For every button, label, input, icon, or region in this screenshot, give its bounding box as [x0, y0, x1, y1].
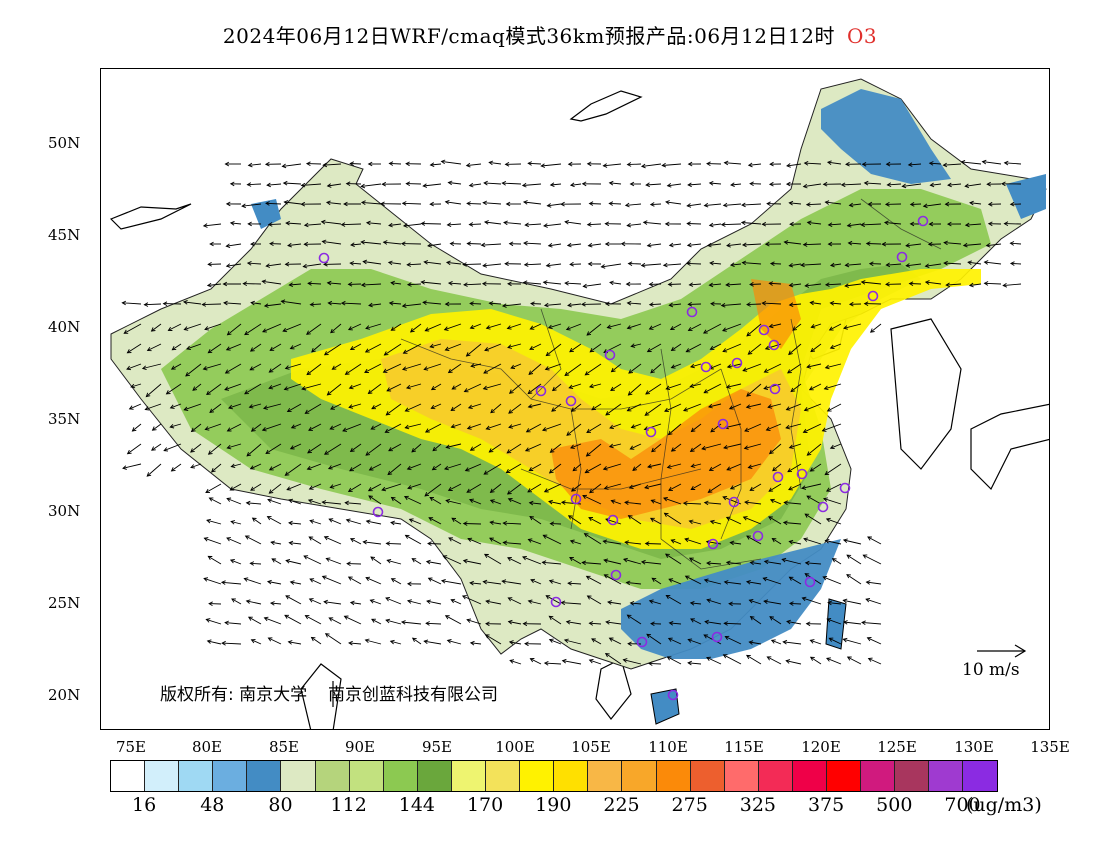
lon-label-90e: 90E — [344, 738, 376, 756]
species-label: O3 — [846, 24, 878, 48]
colorbar-cell — [486, 761, 521, 791]
lon-label-125e: 125E — [877, 738, 917, 756]
colorbar-unit: (ug/m3) — [966, 794, 1042, 816]
colorbar-label: 144 — [398, 794, 436, 816]
colorbar-cell — [963, 761, 998, 791]
colorbar-cell — [451, 761, 487, 791]
colorbar-cell — [588, 761, 623, 791]
japan-coast — [970, 403, 1049, 491]
colorbar-cell — [111, 761, 146, 791]
colorbar-cell — [792, 761, 827, 791]
wind-reference-arrow — [977, 644, 1027, 658]
colorbar-cell — [554, 761, 589, 791]
lat-label-50n: 50N — [48, 134, 81, 152]
city-markers — [318, 215, 929, 701]
colorbar-cell — [895, 761, 930, 791]
lon-label-105e: 105E — [571, 738, 611, 756]
blue-zone-west — [251, 199, 281, 229]
colorbar-label: 375 — [807, 794, 845, 816]
colorbar-label: 500 — [876, 794, 913, 816]
colorbar-cell — [758, 761, 793, 791]
coastline-north — [569, 90, 643, 122]
colorbar-cell — [861, 761, 896, 791]
colorbar-label: 190 — [535, 794, 572, 816]
hainan — [650, 688, 680, 725]
copyright-org2: 南京创蓝科技有限公司 — [327, 685, 498, 705]
blue-zone-south — [621, 539, 841, 659]
colorbar-cell — [724, 761, 759, 791]
wind-vectors — [121, 159, 1022, 666]
colorbar-cell — [520, 761, 555, 791]
colorbar-cell — [247, 761, 282, 791]
colorbar-label: 48 — [200, 794, 225, 816]
colorbar-label: 700 — [944, 794, 981, 816]
lon-label-85e: 85E — [268, 738, 300, 756]
lat-label-30n: 30N — [48, 502, 81, 520]
ozone-map-canvas — [109, 78, 1049, 729]
lat-label-45n: 45N — [48, 226, 81, 244]
colorbar-cell — [417, 761, 452, 791]
orange-zone-north — [751, 279, 801, 349]
coastline-west — [109, 203, 192, 230]
colorbar-label: 80 — [268, 794, 293, 816]
colorbar-label: 225 — [603, 794, 640, 816]
lon-label-80e: 80E — [191, 738, 223, 756]
lon-label-115e: 115E — [724, 738, 764, 756]
lon-label-130e: 130E — [954, 738, 994, 756]
copyright-org1: 南京大学 — [239, 685, 308, 705]
copyright-text: 版权所有: 南京大学 南京创蓝科技有限公司 — [160, 680, 498, 705]
lon-label-135e: 135E — [1030, 738, 1070, 756]
colorbar-label: 170 — [466, 794, 504, 816]
colorbar-cell — [213, 761, 248, 791]
colorbar-cell — [929, 761, 964, 791]
colorbar — [110, 760, 999, 792]
lat-label-20n: 20N — [48, 686, 81, 704]
colorbar-cell — [383, 761, 418, 791]
blue-zone-northeast — [821, 89, 951, 184]
colorbar-cell — [145, 761, 180, 791]
colorbar-cell — [315, 761, 350, 791]
copyright-prefix: 版权所有: — [160, 685, 234, 705]
colorbar-cell — [622, 761, 657, 791]
lat-label-40n: 40N — [48, 318, 81, 336]
colorbar-label: 112 — [330, 794, 367, 816]
colorbar-label: 325 — [739, 794, 777, 816]
map-frame — [100, 68, 1050, 730]
lon-label-95e: 95E — [421, 738, 453, 756]
lon-label-75e: 75E — [115, 738, 147, 756]
colorbar-label: 16 — [132, 794, 157, 816]
korea-coast — [890, 318, 962, 470]
colorbar-cell — [179, 761, 214, 791]
lat-label-25n: 25N — [48, 594, 81, 612]
south-asia-coast — [300, 663, 342, 729]
lon-label-100e: 100E — [495, 738, 535, 756]
colorbar-cell — [281, 761, 316, 791]
wind-reference-label: 10 m/s — [962, 660, 1020, 680]
colorbar-cell — [690, 761, 725, 791]
colorbar-cell — [826, 761, 862, 791]
lat-label-35n: 35N — [48, 410, 81, 428]
colorbar-cell — [349, 761, 384, 791]
yellow-zone — [291, 269, 981, 549]
indochina-coast — [595, 658, 632, 720]
taiwan — [825, 598, 847, 650]
colorbar-cell — [656, 761, 691, 791]
blue-zone-east — [1006, 174, 1046, 219]
title-text: 2024年06月12日WRF/cmaq模式36km预报产品:06月12日12时 — [222, 24, 835, 48]
orange-zone — [551, 389, 781, 519]
colorbar-label: 275 — [671, 794, 708, 816]
map-title: 2024年06月12日WRF/cmaq模式36km预报产品:06月12日12时 O… — [0, 20, 1100, 49]
lon-label-120e: 120E — [801, 738, 841, 756]
lon-label-110e: 110E — [648, 738, 688, 756]
